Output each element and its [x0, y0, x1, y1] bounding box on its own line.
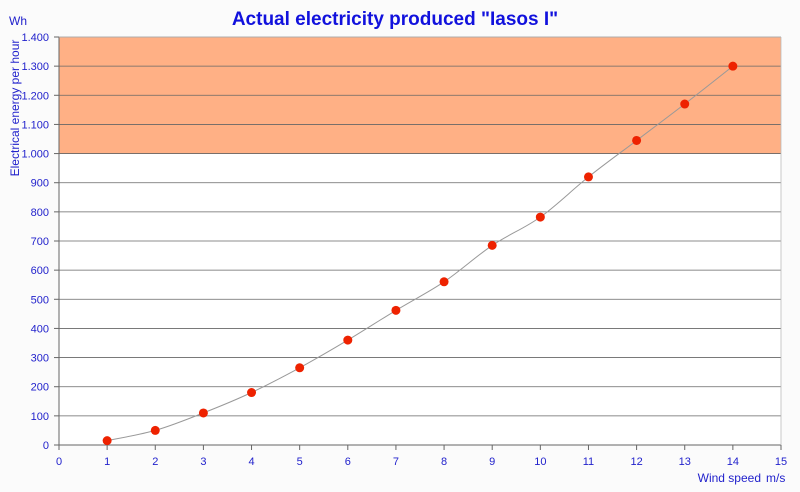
data-point: [439, 277, 449, 287]
data-point: [343, 335, 353, 345]
y-tick-label: 900: [31, 178, 49, 190]
x-tick-label: 12: [630, 456, 642, 468]
y-tick-label: 200: [31, 382, 49, 394]
y-tick-label: 300: [31, 353, 49, 365]
y-axis-unit: Wh: [9, 14, 27, 28]
data-point: [583, 172, 593, 182]
y-tick-label: 1.200: [21, 90, 49, 102]
y-tick-labels: 0 100 200 300 400 500 600 700 800 900 1.000 1.100 1.…: [21, 32, 59, 452]
x-tick-label: 10: [534, 456, 546, 468]
y-axis-label: Electrical energy per hour: [8, 40, 22, 177]
y-tick-label: 600: [31, 265, 49, 277]
x-tick-labels: 0 1 2 3 4 5 6 7 8 9 10 11 12 13 14 15: [56, 445, 787, 468]
x-tick-label: 5: [297, 456, 303, 468]
x-tick-label: 4: [248, 456, 254, 468]
data-point: [680, 99, 690, 109]
x-tick-label: 11: [583, 456, 594, 468]
data-point: [632, 135, 642, 145]
data-point: [391, 305, 401, 315]
x-tick-label: 13: [679, 456, 691, 468]
x-tick-label: 7: [393, 456, 399, 468]
x-tick-label: 2: [152, 456, 158, 468]
x-tick-label: 14: [727, 456, 739, 468]
x-tick-label: 6: [345, 456, 351, 468]
chart-title: Actual electricity produced "Iasos I": [232, 9, 558, 30]
data-point: [198, 408, 208, 418]
x-tick-label: 9: [489, 456, 495, 468]
x-tick-label: 8: [441, 456, 447, 468]
x-axis-unit: m/s: [766, 471, 785, 485]
data-point: [247, 388, 257, 398]
y-tick-label: 400: [31, 323, 49, 335]
x-tick-label: 0: [56, 456, 62, 468]
y-tick-label: 500: [31, 294, 49, 306]
data-point: [487, 240, 497, 250]
x-tick-label: 1: [104, 456, 110, 468]
data-point: [295, 363, 305, 373]
data-points: [102, 61, 738, 446]
y-tick-label: 1.100: [21, 119, 49, 131]
y-tick-label: 1.400: [21, 32, 49, 44]
data-point: [102, 436, 112, 446]
y-tick-label: 1.000: [21, 149, 49, 161]
y-tick-label: 100: [31, 411, 49, 423]
data-point: [150, 425, 160, 435]
data-point: [535, 212, 545, 222]
x-axis-label: Wind speed: [698, 471, 761, 485]
x-tick-label: 3: [200, 456, 206, 468]
y-tick-label: 1.300: [21, 61, 49, 73]
y-tick-label: 0: [43, 440, 49, 452]
grid-lines: [59, 36, 781, 417]
data-point: [728, 61, 738, 71]
x-tick-label: 15: [775, 456, 787, 468]
y-tick-label: 700: [31, 236, 49, 248]
y-tick-label: 800: [31, 207, 49, 219]
